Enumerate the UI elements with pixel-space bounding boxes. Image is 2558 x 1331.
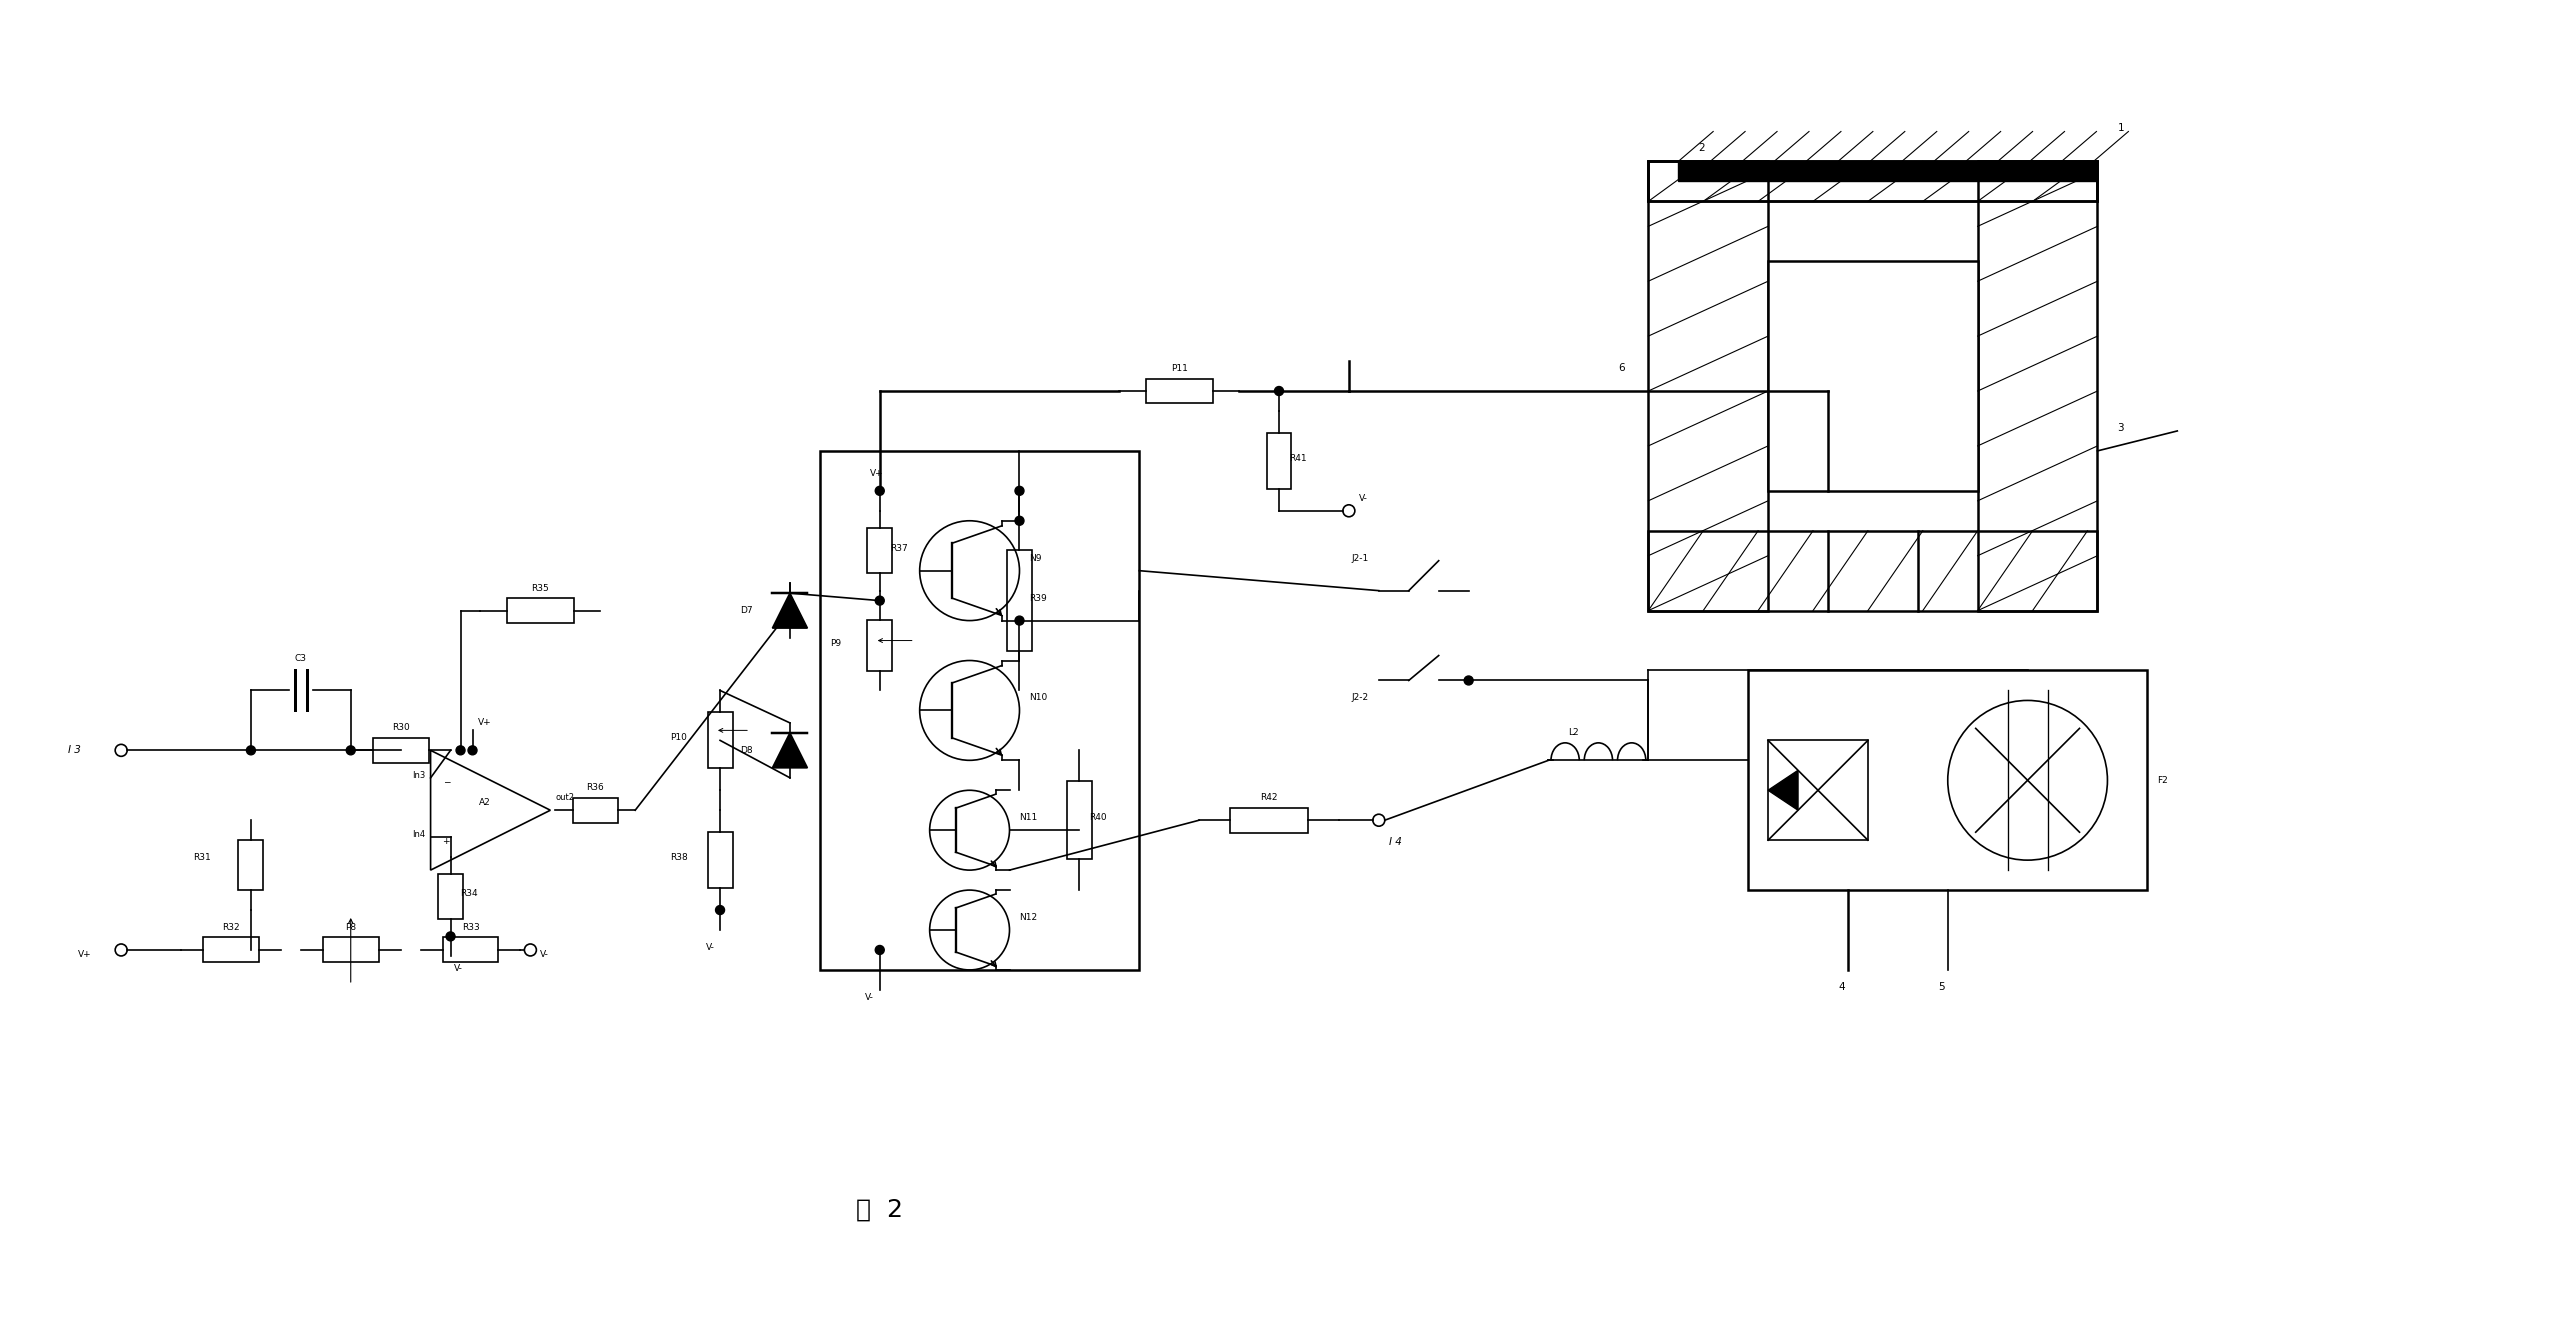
- Bar: [1647, 161, 2098, 201]
- Text: N10: N10: [1028, 693, 1049, 703]
- Bar: [506, 598, 573, 623]
- Text: V-: V-: [453, 965, 463, 973]
- Bar: [373, 737, 430, 763]
- Text: C3: C3: [294, 654, 307, 663]
- Text: V+: V+: [478, 719, 491, 727]
- Circle shape: [1016, 616, 1023, 626]
- Bar: [1747, 671, 2146, 890]
- Bar: [1230, 808, 1307, 833]
- Circle shape: [468, 745, 476, 755]
- Text: R33: R33: [460, 922, 478, 932]
- Bar: [322, 937, 379, 962]
- Bar: [1768, 740, 1867, 840]
- Text: I 3: I 3: [69, 745, 82, 755]
- Text: 3: 3: [2118, 423, 2123, 433]
- Bar: [867, 620, 893, 671]
- Text: V-: V-: [865, 993, 875, 1002]
- Bar: [202, 937, 258, 962]
- Text: R42: R42: [1261, 793, 1279, 803]
- Text: N12: N12: [1021, 913, 1039, 922]
- Bar: [1146, 378, 1212, 403]
- Circle shape: [1016, 516, 1023, 526]
- Bar: [443, 937, 499, 962]
- Text: In3: In3: [412, 771, 425, 780]
- Bar: [1977, 161, 2098, 611]
- Text: P8: P8: [345, 922, 356, 932]
- Polygon shape: [773, 594, 808, 628]
- Text: R36: R36: [586, 783, 604, 792]
- Circle shape: [345, 745, 356, 755]
- Circle shape: [875, 486, 885, 495]
- Text: L2: L2: [1568, 728, 1578, 737]
- Bar: [1647, 161, 1768, 611]
- Text: P11: P11: [1172, 365, 1187, 373]
- Text: V+: V+: [870, 469, 883, 478]
- Bar: [1008, 550, 1031, 651]
- Text: R37: R37: [890, 544, 908, 552]
- Polygon shape: [773, 733, 808, 768]
- Text: 6: 6: [1619, 363, 1624, 373]
- Circle shape: [1274, 386, 1284, 395]
- Text: V-: V-: [706, 942, 714, 952]
- Text: J2-2: J2-2: [1351, 693, 1369, 703]
- Text: N11: N11: [1021, 813, 1039, 823]
- Text: J2-1: J2-1: [1351, 554, 1369, 563]
- Circle shape: [716, 905, 724, 914]
- Bar: [1647, 531, 2098, 611]
- Text: R40: R40: [1090, 813, 1108, 823]
- Bar: [709, 832, 732, 888]
- Text: I 4: I 4: [1389, 837, 1402, 847]
- Bar: [1768, 261, 1977, 491]
- Text: V+: V+: [77, 950, 92, 960]
- Text: R34: R34: [460, 889, 478, 898]
- Text: R30: R30: [391, 723, 409, 732]
- Text: R31: R31: [194, 853, 210, 862]
- Text: P10: P10: [670, 733, 688, 743]
- Text: N9: N9: [1028, 554, 1041, 563]
- Circle shape: [246, 745, 256, 755]
- Text: V-: V-: [1358, 494, 1369, 503]
- Polygon shape: [1768, 771, 1798, 811]
- Text: out2: out2: [555, 793, 576, 803]
- Bar: [867, 528, 893, 574]
- Circle shape: [1016, 486, 1023, 495]
- Text: A2: A2: [478, 799, 491, 807]
- Circle shape: [875, 945, 885, 954]
- Text: −: −: [443, 777, 450, 785]
- Bar: [437, 874, 463, 918]
- Bar: [238, 840, 263, 890]
- Text: R32: R32: [223, 922, 240, 932]
- Bar: [573, 797, 616, 823]
- Text: +: +: [443, 837, 450, 845]
- Circle shape: [455, 745, 466, 755]
- Text: R39: R39: [1028, 594, 1046, 603]
- Text: D8: D8: [739, 745, 752, 755]
- Text: P9: P9: [829, 639, 842, 648]
- Bar: [1678, 161, 2098, 181]
- Text: D7: D7: [739, 606, 752, 615]
- Text: 4: 4: [1839, 982, 1844, 992]
- Circle shape: [875, 596, 885, 606]
- Text: R35: R35: [532, 583, 550, 592]
- Circle shape: [445, 932, 455, 941]
- Bar: [1067, 781, 1092, 860]
- Text: In4: In4: [412, 829, 425, 839]
- Text: 1: 1: [2118, 124, 2123, 133]
- Text: 图  2: 图 2: [857, 1198, 903, 1222]
- Text: R38: R38: [670, 853, 688, 862]
- Text: 5: 5: [1939, 982, 1944, 992]
- Bar: [709, 712, 732, 768]
- Text: R41: R41: [1289, 454, 1307, 463]
- Circle shape: [1463, 676, 1473, 685]
- Bar: [821, 451, 1138, 970]
- Bar: [1266, 433, 1292, 488]
- Text: 2: 2: [1699, 144, 1704, 153]
- Text: V-: V-: [540, 950, 550, 960]
- Text: F2: F2: [2156, 776, 2169, 785]
